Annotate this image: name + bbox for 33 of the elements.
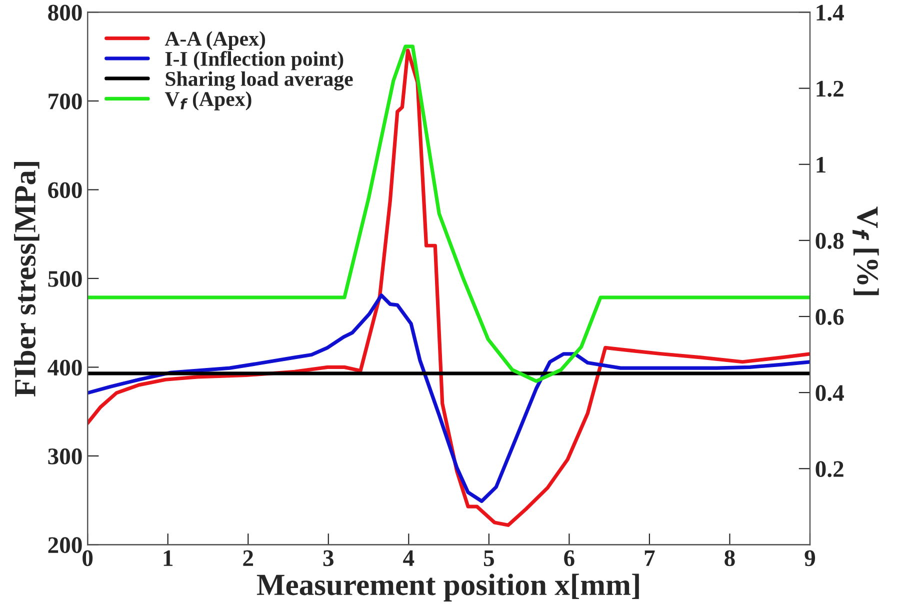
legend-label: V$_{f}$ (Apex) bbox=[164, 91, 252, 110]
y-tick-label: 200 bbox=[48, 537, 82, 554]
y2-tick-label: 0.6 bbox=[816, 308, 844, 326]
y2-tick-label: 1.2 bbox=[816, 80, 844, 97]
y2-tick-label: 1.4 bbox=[816, 4, 844, 21]
y-tick-label: 300 bbox=[48, 448, 82, 464]
y2-tick-label: 0.8 bbox=[816, 232, 844, 249]
y-tick-label: 700 bbox=[48, 93, 82, 110]
y-axis-title: FIber stress[MPa] bbox=[14, 162, 40, 397]
x-axis-title: Measurement position x[mm] bbox=[256, 574, 639, 602]
y-tick-label: 400 bbox=[48, 360, 82, 376]
y2-tick-label: 1 bbox=[816, 156, 826, 173]
line-series bbox=[88, 48, 810, 527]
y2-tick-label: 0.2 bbox=[816, 461, 844, 478]
legend-label: Sharing load average bbox=[166, 71, 353, 90]
x-tick-label: 0 bbox=[82, 550, 93, 566]
legend-label: I-I (Inflection point) bbox=[165, 51, 344, 70]
x-tick-label: 3 bbox=[323, 550, 334, 566]
x-tick-label: 8 bbox=[724, 550, 735, 566]
x-tick-label: 6 bbox=[564, 550, 574, 566]
x-tick-label: 7 bbox=[644, 550, 655, 566]
x-tick-label: 9 bbox=[804, 550, 816, 566]
y2-axis-title: V$_{f}$ [%] bbox=[852, 206, 879, 296]
y-tick-label: 500 bbox=[48, 270, 82, 287]
y-tick-label: 800 bbox=[48, 4, 82, 21]
x-tick-label: 5 bbox=[484, 550, 494, 566]
x-tick-label: 1 bbox=[164, 550, 173, 566]
line-series bbox=[88, 294, 810, 503]
legend-label: A-A (Apex) bbox=[164, 31, 266, 50]
y-tick-label: 600 bbox=[48, 182, 82, 198]
x-tick-label: 2 bbox=[243, 550, 254, 566]
x-tick-label: 4 bbox=[403, 550, 414, 566]
y2-tick-label: 0.4 bbox=[816, 385, 844, 402]
